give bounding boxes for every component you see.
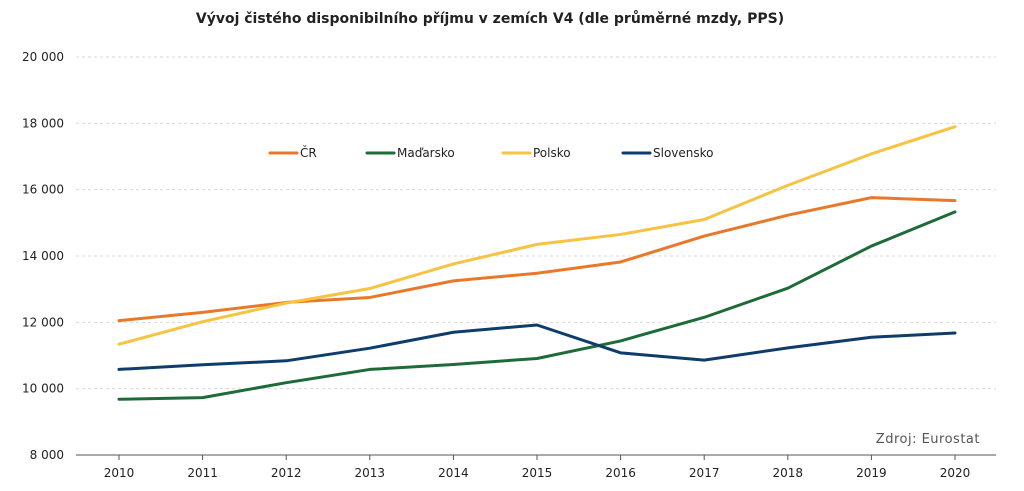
y-tick-label: 16 000: [22, 183, 64, 197]
y-tick-label: 18 000: [22, 116, 64, 130]
x-tick-label: 2016: [605, 466, 636, 480]
legend-label: Polsko: [533, 146, 571, 160]
legend: ČR Maďarsko Polsko Slovensko: [268, 145, 714, 160]
grid-lines: [76, 56, 996, 456]
x-tick-label: 2011: [187, 466, 218, 480]
y-tick-label: 12 000: [22, 315, 64, 329]
series-lines: [117, 125, 957, 401]
y-axis-tick-labels: 8 000 10 000 12 000 14 000 16 000 18 000 20 00…: [22, 50, 64, 462]
y-tick-label: 10 000: [22, 382, 64, 396]
y-tick-label: 14 000: [22, 249, 64, 263]
x-tick-label: 2012: [271, 466, 302, 480]
legend-label: ČR: [300, 145, 317, 160]
x-tick-label: 2019: [856, 466, 887, 480]
x-tick-label: 2017: [689, 466, 720, 480]
source-note: Zdroj: Eurostat: [876, 432, 980, 447]
legend-label: Maďarsko: [397, 146, 455, 160]
series-line-Maďarsko: [117, 210, 957, 401]
y-tick-label: 20 000: [22, 50, 64, 64]
x-axis-tick-labels: 2010 2011 2012 2013 2014 2015 2016 2017 2018 2019…: [104, 455, 971, 480]
x-tick-label: 2014: [438, 466, 469, 480]
series-line-ČR: [117, 196, 957, 323]
legend-label: Slovensko: [653, 146, 714, 160]
x-tick-label: 2010: [104, 466, 135, 480]
x-tick-label: 2015: [522, 466, 553, 480]
chart-title: Vývoj čistého disponibilního příjmu v ze…: [196, 10, 784, 27]
series-line-Slovensko: [117, 323, 957, 371]
x-tick-label: 2018: [773, 466, 804, 480]
x-tick-label: 2020: [940, 466, 971, 480]
series-line-Polsko: [117, 125, 957, 346]
y-tick-label: 8 000: [30, 448, 64, 462]
x-tick-label: 2013: [355, 466, 386, 480]
